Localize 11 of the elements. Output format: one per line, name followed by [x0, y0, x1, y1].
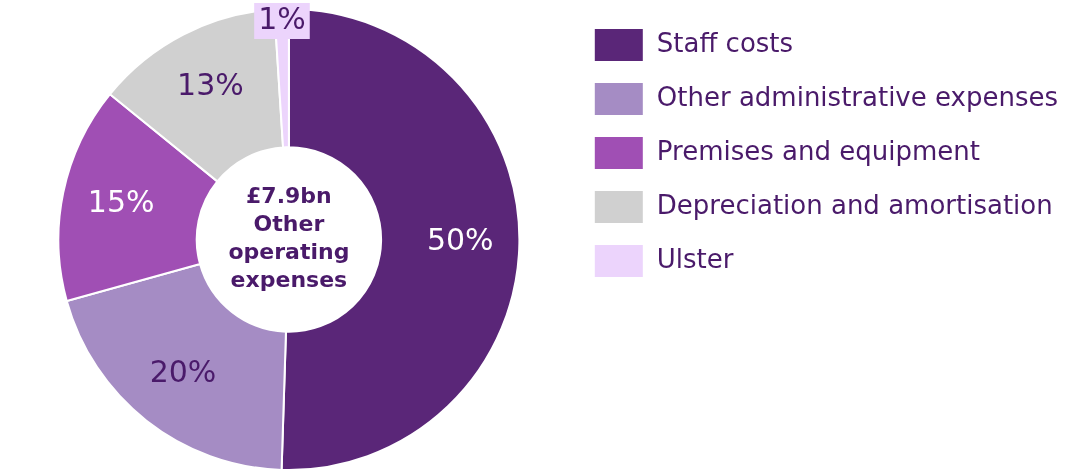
legend-label: Depreciation and amortisation [656, 189, 1053, 220]
data-label: 50% [426, 222, 494, 258]
legend-label: Other administrative expenses [656, 81, 1059, 112]
text: £7.9bn Other operating expenses [228, 183, 350, 293]
legend-label: Ulster [656, 243, 734, 274]
data-label: 13% [177, 66, 244, 102]
data-label: 1% [258, 0, 306, 36]
data-label: 20% [149, 353, 217, 389]
data-label: 15% [87, 184, 155, 220]
legend-label: Premises and equipment [656, 135, 980, 166]
legend-label: Staff costs [656, 27, 794, 58]
